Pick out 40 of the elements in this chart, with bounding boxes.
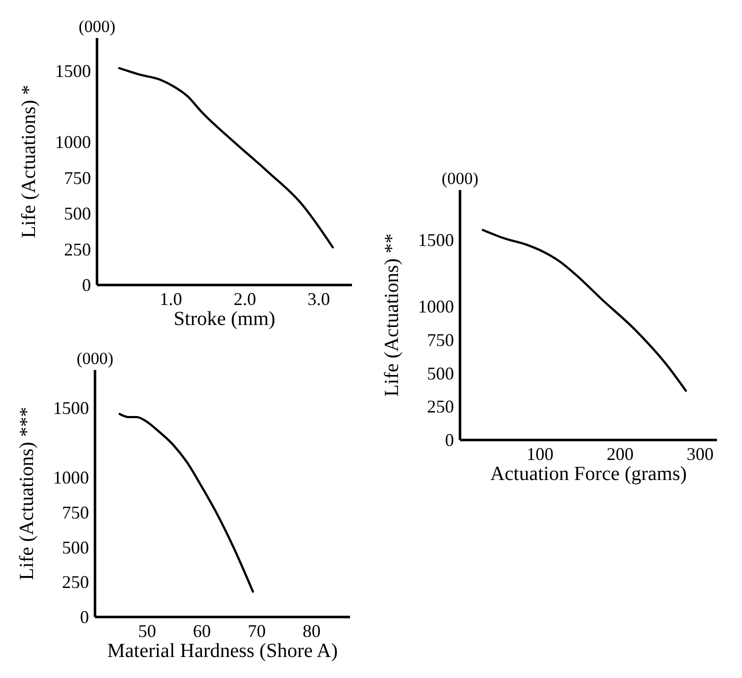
line-series [118,67,334,248]
y-tick-label: 1000 [53,468,89,488]
x-tick-label: 200 [606,444,634,464]
x-tick-label: 300 [686,444,714,464]
y-tick-label: 0 [445,430,454,450]
x-tick-label: 80 [302,621,321,641]
y-tick-label: 250 [427,396,454,417]
y-tick-label: 1500 [53,398,89,418]
x-tick-label: 60 [192,621,211,641]
x-tick-label: 50 [138,621,156,641]
line-series [482,228,687,392]
y-tick-label: 750 [64,168,91,188]
x-axis-title: Stroke (mm) [174,308,276,330]
y-tick-label: 1000 [418,296,454,317]
y-axis-title: Life (Actuations) ** [381,233,403,397]
x-axis-title: Material Hardness (Shore A) [107,640,338,662]
y-tick-label: 500 [427,363,454,384]
x-tick-label: 1.0 [160,289,182,309]
y-tick-label: 750 [427,330,454,350]
y-tick-label: 1000 [55,132,91,152]
y-tick-label: 750 [62,502,89,523]
text: (000) [76,349,114,368]
x-tick-label: 2.0 [234,289,256,309]
y-tick-label: 0 [80,607,89,627]
x-axis-title: Actuation Force (grams) [490,463,687,485]
text: (000) [78,17,116,36]
x-tick-label: 3.0 [307,289,330,309]
y-tick-label: 1500 [418,230,454,250]
y-tick-label: 1500 [55,60,91,81]
y-tick-label: 250 [62,572,89,592]
y-tick-label: 0 [82,275,91,295]
y-tick-label: 250 [64,239,91,260]
y-axis-title: Life (Actuations) *** [16,406,38,580]
text: (000) [442,169,478,188]
line-series [118,412,254,593]
y-tick-label: 500 [62,537,89,558]
y-axis-title: Life (Actuations) * [18,84,40,238]
y-tick-label: 500 [64,204,91,224]
x-tick-label: 70 [248,621,266,641]
x-tick-label: 100 [526,444,554,464]
